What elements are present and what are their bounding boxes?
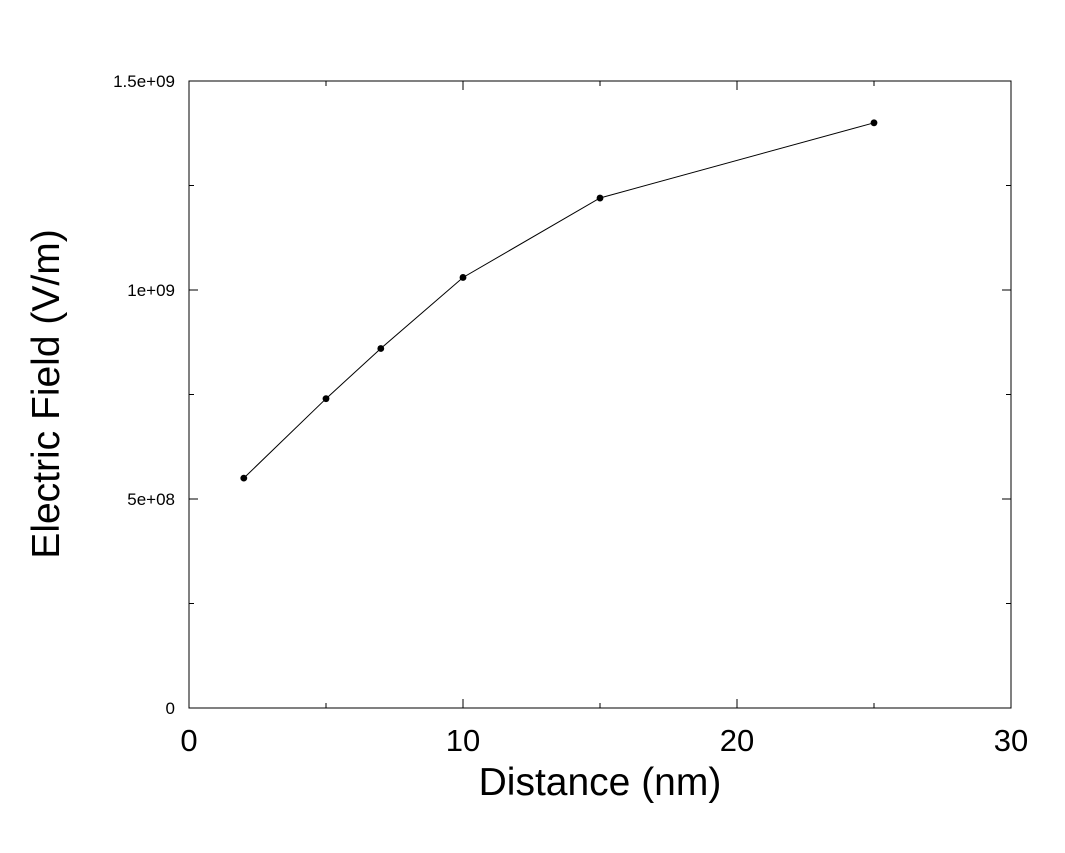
data-point [377, 345, 385, 352]
y-tick-label: 1e+09 [127, 281, 175, 300]
x-tick-label: 30 [994, 723, 1028, 758]
x-tick-label: 0 [180, 723, 197, 758]
data-point [240, 474, 248, 482]
x-axis-title: Distance (nm) [479, 761, 722, 804]
y-axis-ticks: 0 5e+08 1e+09 1.5e+09 [113, 72, 1011, 718]
y-tick-label: 5e+08 [127, 490, 175, 509]
data-point [596, 194, 604, 202]
series-line [243, 122, 875, 479]
y-axis-title: Electric Field (V/m) [25, 229, 68, 558]
data-point [459, 274, 467, 281]
y-tick-label: 0 [166, 699, 175, 718]
x-tick-label: 10 [446, 723, 480, 758]
plot-frame [188, 80, 1012, 709]
series-layer [240, 119, 878, 482]
data-point [870, 119, 878, 127]
y-tick-label: 1.5e+09 [113, 72, 175, 91]
x-axis-ticks: 0 10 20 30 [180, 81, 1028, 758]
data-point [322, 395, 330, 403]
x-tick-label: 20 [720, 723, 754, 758]
